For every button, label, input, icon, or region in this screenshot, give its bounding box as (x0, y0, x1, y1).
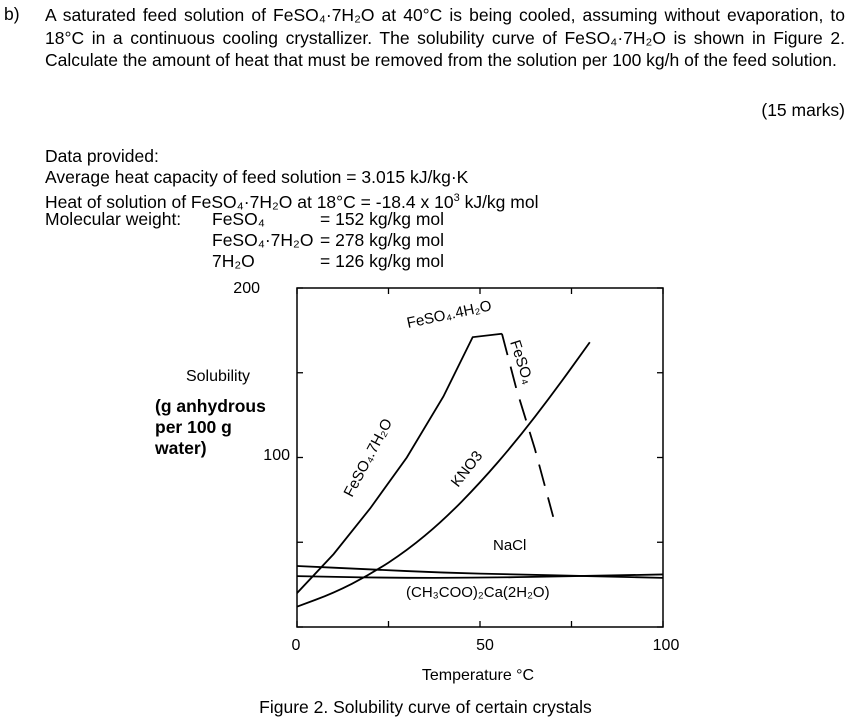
y-axis-note-1: (g anhydrous (155, 396, 266, 416)
question-marks: (15 marks) (761, 100, 845, 120)
question-text: A saturated feed solution of FeSO₄·7H₂O … (45, 5, 845, 70)
heat-of-solution-text: Heat of solution of FeSO₄·7H₂O at 18°C =… (45, 192, 454, 212)
mw-label: Molecular weight: (45, 209, 182, 229)
y-tick-100: 100 (263, 447, 290, 464)
label-nacl: NaCl (493, 537, 526, 554)
x-tick-0: 0 (292, 637, 301, 654)
y-axis-note-3: water) (154, 438, 207, 458)
question-label: b) (4, 4, 20, 24)
y-axis-label: Solubility (186, 368, 250, 385)
label-calcium-acetate: (CH₃COO)₂Ca(2H₂O) (406, 584, 550, 601)
mw-species-3: 7H₂O (212, 251, 255, 271)
heat-of-solution-unit: kJ/kg mol (459, 192, 539, 212)
x-axis-label: Temperature °C (422, 667, 534, 684)
label-feso4: FeSO₄ (506, 338, 536, 386)
label-feso4-7h2o: FeSO₄.7H₂O (341, 416, 396, 500)
figure-caption: Figure 2. Solubility curve of certain cr… (259, 697, 592, 717)
mw-species-2: FeSO₄·7H₂O (212, 230, 314, 250)
heat-of-solution-exponent: 3 (453, 192, 460, 204)
x-tick-50: 50 (476, 637, 494, 654)
tick-group (296, 287, 664, 628)
heat-capacity-line: Average heat capacity of feed solution =… (45, 167, 469, 187)
curve-feso4-7h2o (297, 332, 503, 594)
mw-value-1: = 152 kg/kg mol (320, 209, 445, 229)
curve-feso4-anhydrous (501, 333, 555, 518)
label-kno3: KNO3 (448, 448, 487, 491)
label-feso4-4h2o: FeSO₄.4H₂O (405, 297, 493, 332)
curve-kno3 (297, 341, 591, 608)
data-heading: Data provided: (45, 146, 159, 166)
y-tick-200: 200 (233, 280, 260, 297)
mw-value-3: = 126 kg/kg mol (320, 251, 445, 271)
mw-species-1: FeSO₄ (212, 209, 265, 229)
mw-value-2: = 278 kg/kg mol (320, 230, 445, 250)
curve-calcium-acetate (297, 565, 663, 579)
x-tick-100: 100 (653, 637, 680, 654)
curve-group (297, 332, 663, 608)
y-axis-note-2: per 100 g (155, 417, 232, 437)
heat-of-solution-line: Heat of solution of FeSO₄·7H₂O at 18°C =… (45, 188, 538, 213)
